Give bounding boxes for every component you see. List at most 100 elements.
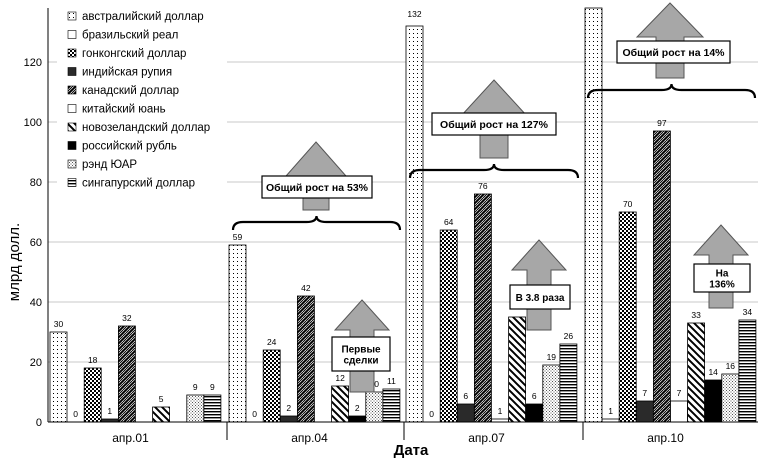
legend-swatch (67, 104, 77, 113)
callout-box (616, 40, 731, 64)
bar (738, 319, 757, 423)
x-axis-label: Дата (394, 442, 429, 459)
x-tick-label: апр.01 (112, 431, 149, 445)
bar (525, 403, 544, 423)
legend-label: российский рубль (82, 141, 177, 153)
data-label: 132 (407, 9, 421, 19)
data-label: 0 (429, 409, 434, 419)
bar (559, 343, 578, 423)
bar (542, 364, 561, 423)
callout-box (431, 112, 557, 136)
bar (118, 325, 136, 423)
bar (635, 400, 654, 423)
data-label: 32 (122, 313, 132, 323)
y-tick-label: 60 (30, 237, 42, 249)
bar (83, 367, 102, 423)
legend-label: индийская рупия (82, 67, 172, 79)
bar (456, 403, 475, 423)
data-label: 70 (623, 199, 633, 209)
data-label: 2 (355, 403, 360, 413)
legend-swatch (67, 30, 77, 39)
bar (186, 394, 205, 423)
legend-label: рэнд ЮАР (82, 159, 137, 171)
callout-text: сделки (344, 356, 379, 367)
data-label: 19 (547, 352, 557, 362)
y-tick-label: 40 (30, 297, 42, 309)
data-label: 18 (88, 355, 98, 365)
data-label: 34 (743, 307, 753, 317)
bar (331, 385, 350, 423)
bar (473, 193, 492, 423)
x-tick-label: апр.07 (468, 431, 505, 445)
data-label: 1 (498, 406, 503, 416)
legend-swatch (67, 48, 77, 58)
bar (279, 415, 298, 423)
bars (49, 7, 757, 423)
legend-swatch (67, 67, 77, 76)
brace (586, 83, 757, 99)
legend-swatch (67, 178, 77, 187)
data-label: 6 (463, 391, 468, 401)
callout-text: Общий рост на 127% (440, 119, 549, 131)
callout-text: Общий рост на 53% (266, 182, 369, 194)
data-label: 1 (107, 406, 112, 416)
data-label: 7 (642, 388, 647, 398)
data-label: 2 (286, 403, 291, 413)
callout-box (693, 263, 751, 293)
bar (439, 229, 458, 423)
legend-label: сингапурский доллар (82, 178, 195, 190)
bar (348, 415, 367, 423)
data-label: 64 (444, 217, 454, 227)
data-label: 42 (301, 283, 311, 293)
legend-label: китайский юань (82, 104, 166, 116)
callout-text: В 3.8 раза (516, 293, 565, 304)
bar (405, 25, 424, 423)
x-tick-label: апр.10 (647, 431, 684, 445)
legend-label: австралийский доллар (82, 11, 204, 23)
callout-box (261, 175, 373, 199)
legend-swatch (67, 141, 77, 150)
legend-swatch (67, 11, 77, 21)
data-label: 7 (677, 388, 682, 398)
data-label: 1 (608, 406, 613, 416)
callout-text: 136% (709, 280, 735, 291)
legend-box (57, 10, 227, 202)
bar (508, 316, 527, 423)
bar (262, 349, 281, 423)
callout-text: Общий рост на 14% (622, 47, 725, 59)
bar (653, 130, 671, 423)
data-label: 26 (564, 331, 574, 341)
bar (618, 211, 637, 423)
bar (704, 379, 723, 423)
annotations: Общий рост на 53% Общий рост на 127% Общий… (231, 2, 757, 393)
data-label: 33 (691, 310, 701, 320)
bar (687, 322, 705, 423)
bar (49, 331, 68, 423)
brace (408, 163, 580, 179)
data-label: 76 (478, 181, 488, 191)
legend-label: канадский доллар (82, 85, 179, 97)
callout-text: На (716, 269, 729, 280)
callout-box (509, 284, 571, 310)
y-axis-label: млрд долл. (6, 223, 23, 301)
callout-box (331, 336, 391, 372)
data-label: 14 (708, 367, 718, 377)
data-label: 59 (233, 232, 243, 242)
callout-text: Первые (341, 345, 381, 356)
bar (382, 388, 401, 423)
x-tick-label: апр.04 (291, 431, 328, 445)
legend-swatch (67, 122, 77, 132)
bar (296, 295, 315, 423)
legend-label: новозеландский доллар (82, 122, 210, 134)
data-label: 6 (532, 391, 537, 401)
y-tick-label: 0 (36, 417, 42, 429)
data-label: 30 (54, 319, 64, 329)
bar (721, 373, 740, 423)
bar (670, 400, 688, 423)
data-label: 97 (657, 118, 667, 128)
data-label: 0 (73, 409, 78, 419)
bar (203, 394, 222, 423)
legend-swatch (67, 159, 77, 169)
bar (228, 244, 247, 423)
